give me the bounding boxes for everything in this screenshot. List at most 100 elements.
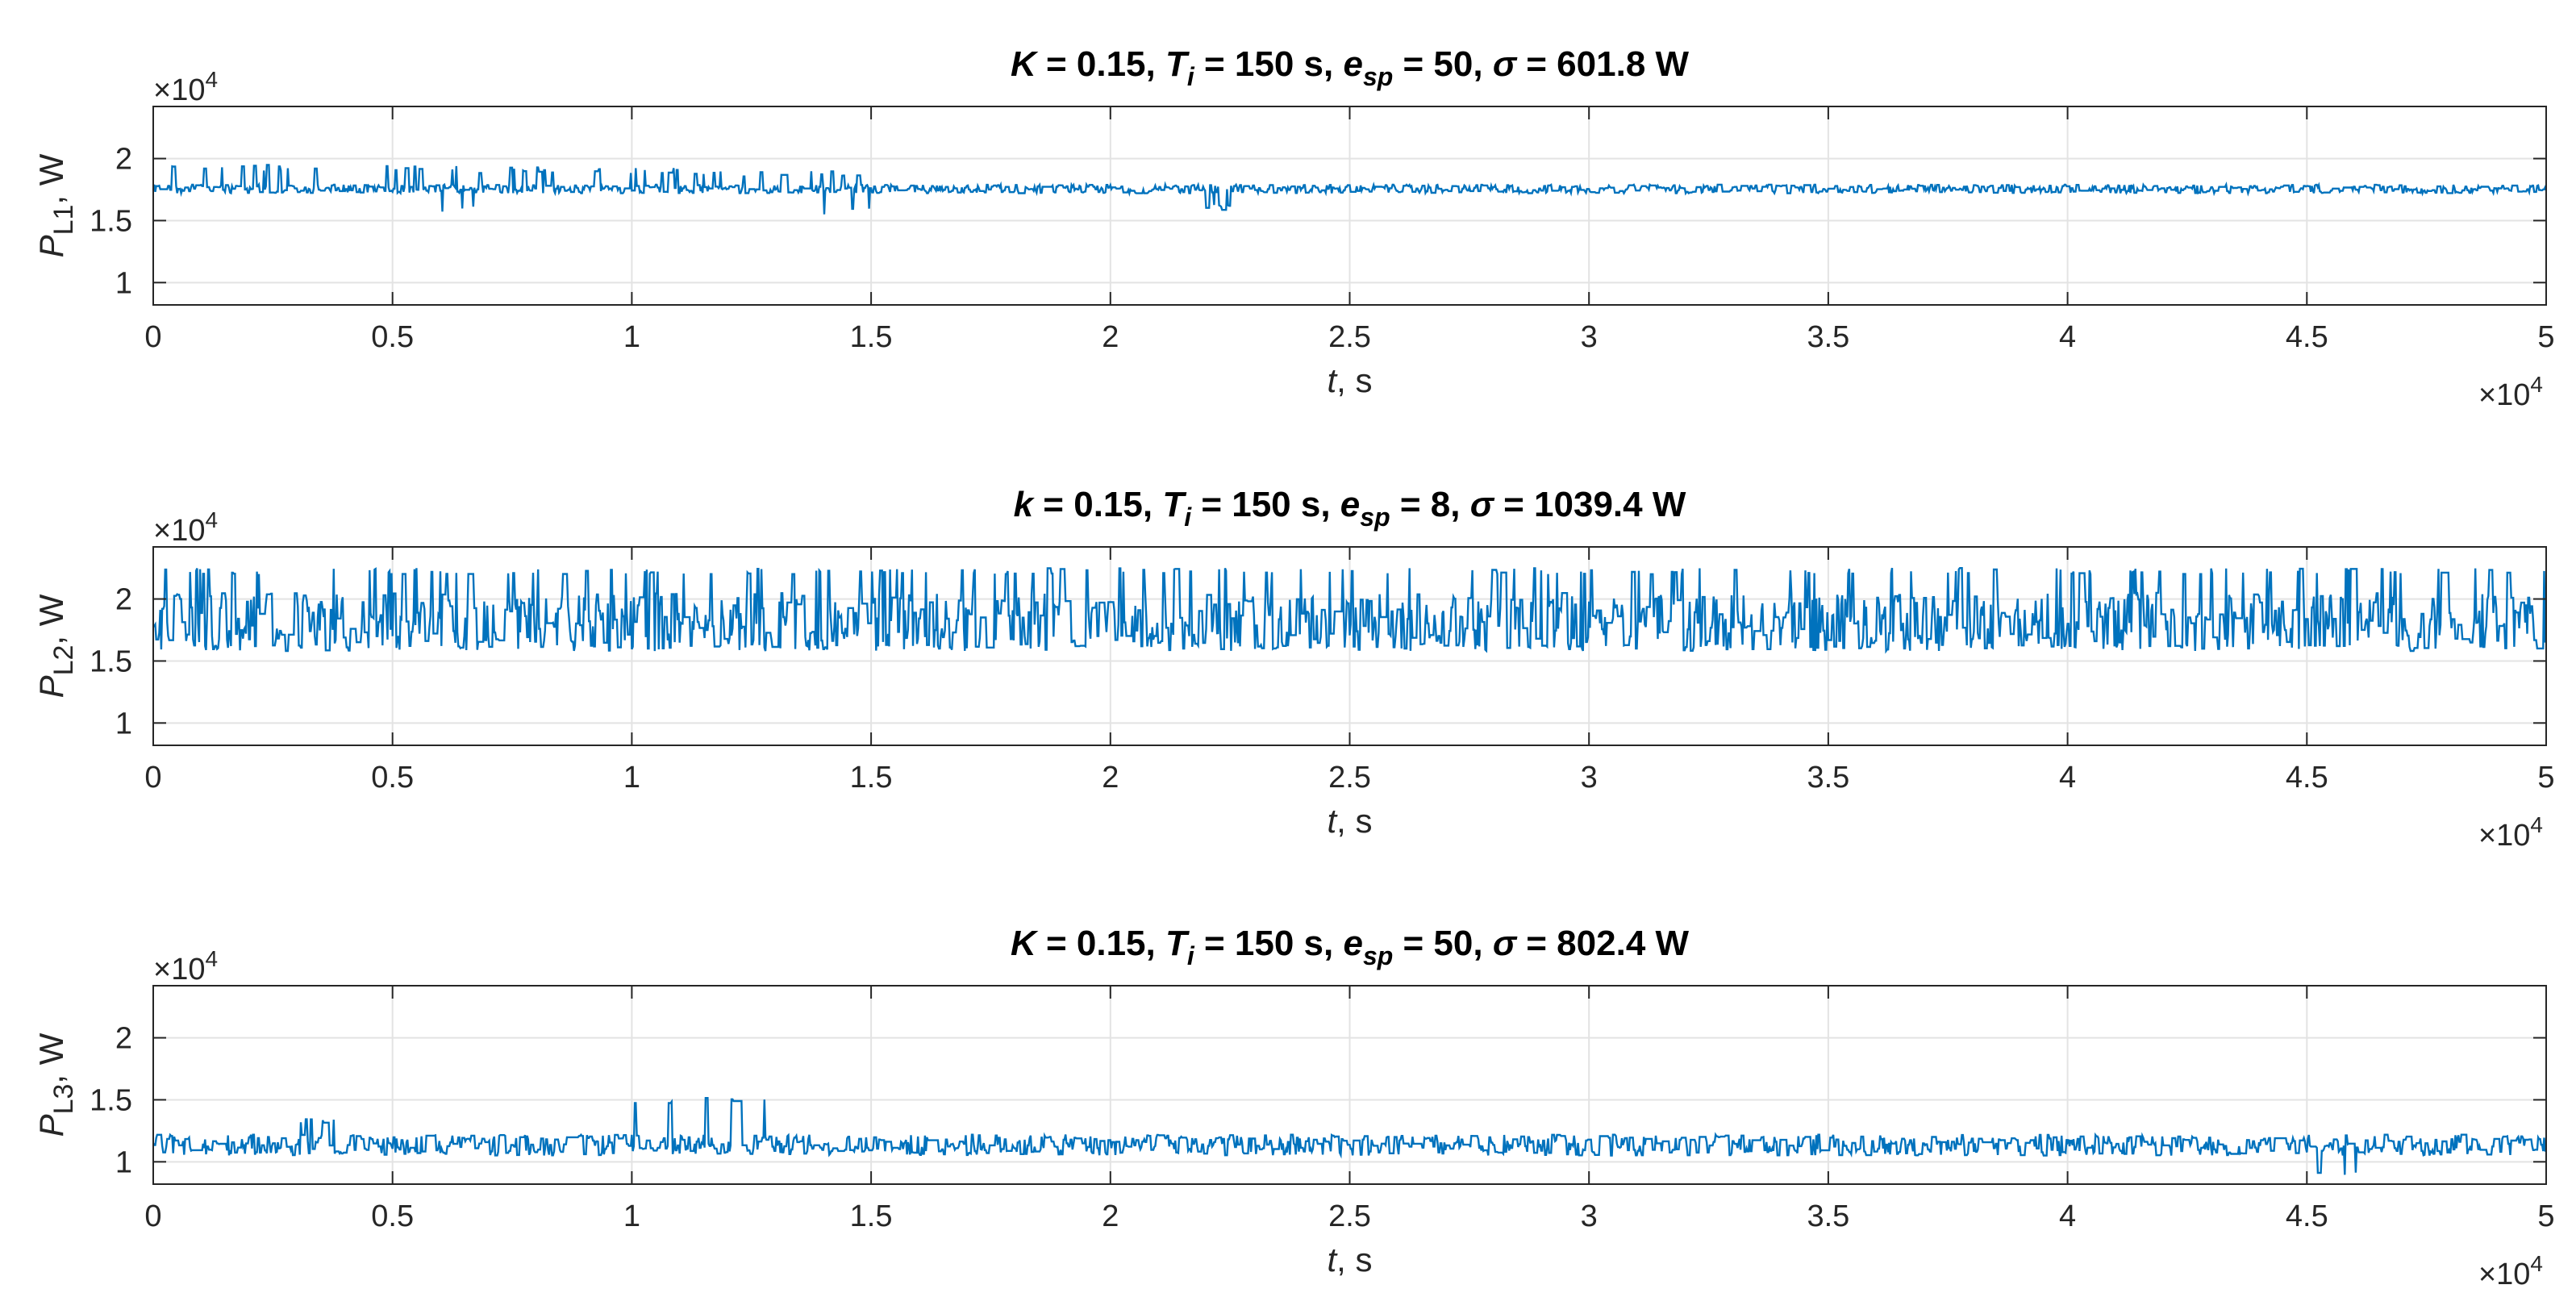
x-label-variable: t — [1327, 361, 1338, 399]
y-tick-label: 1.5 — [90, 1083, 132, 1117]
x-exponent-base: ×10 — [2478, 378, 2530, 412]
x-tick-label-text: 0 — [144, 320, 161, 354]
x-tick-label: 0 — [144, 1199, 161, 1233]
title-gain-value: = 0.15, — [1036, 44, 1165, 84]
y-axis-exponent: ×104 — [153, 67, 218, 107]
title-gain-symbol: K — [1011, 44, 1039, 84]
y-exponent-power: 4 — [205, 507, 218, 532]
x-tick-label: 4.5 — [2286, 761, 2328, 795]
chart-title: K = 0.15, Ti = 150 s, esp = 50, σ = 601.… — [1011, 44, 1690, 91]
x-tick-label: 2 — [1102, 1199, 1119, 1233]
y-label-subscript: L3 — [48, 1084, 79, 1115]
x-axis-exponent: ×104 — [2478, 812, 2543, 853]
x-tick-label-text: 4 — [2059, 320, 2076, 354]
x-tick-label: 1 — [623, 761, 640, 795]
x-tick-label: 4.5 — [2286, 320, 2328, 354]
y-tick-label-text: 1 — [115, 266, 132, 300]
y-exponent-base: ×10 — [153, 73, 205, 107]
title-esp-value: = 8, — [1390, 485, 1470, 524]
x-axis-label: t, s — [1327, 361, 1372, 399]
y-label-variable: P — [32, 675, 70, 698]
x-tick-label-text: 5 — [2537, 761, 2554, 795]
x-tick-label-text: 3 — [1581, 1199, 1598, 1233]
x-label-variable: t — [1327, 1241, 1338, 1279]
x-tick-label: 0 — [144, 761, 161, 795]
x-tick-label: 3 — [1581, 1199, 1598, 1233]
title-gain-value: = 0.15, — [1036, 924, 1165, 963]
y-axis-label: PL3, W — [32, 1032, 79, 1137]
x-tick-label: 3.5 — [1807, 761, 1849, 795]
x-axis-exponent: ×104 — [2478, 372, 2543, 412]
title-gain-value: = 0.15, — [1033, 485, 1162, 524]
title-sigma-value: = 1039.4 W — [1494, 485, 1686, 524]
x-tick-label-text: 2 — [1102, 1199, 1119, 1233]
x-tick-label-text: 3.5 — [1807, 320, 1849, 354]
y-exponent-power: 4 — [205, 946, 218, 971]
x-tick-label: 5 — [2537, 761, 2554, 795]
y-tick-label: 1 — [115, 707, 132, 740]
x-tick-label-text: 1.5 — [850, 320, 893, 354]
y-tick-label: 1 — [115, 266, 132, 300]
title-sigma-symbol: σ — [1493, 44, 1518, 84]
x-tick-label-text: 2 — [1102, 320, 1119, 354]
title-ti-subscript: i — [1184, 503, 1192, 532]
x-exponent-power: 4 — [2530, 372, 2543, 397]
x-tick-label-text: 4.5 — [2286, 1199, 2328, 1233]
title-esp-subscript: sp — [1363, 62, 1393, 91]
x-label-variable: t — [1327, 802, 1338, 840]
title-gain-symbol: K — [1011, 924, 1039, 963]
y-tick-label-text: 1.5 — [90, 644, 132, 678]
x-tick-label-text: 4 — [2059, 1199, 2076, 1233]
x-tick-label-text: 0.5 — [371, 761, 414, 795]
title-esp-value: = 50, — [1393, 924, 1493, 963]
x-tick-label: 3.5 — [1807, 1199, 1849, 1233]
y-tick-label-text: 1.5 — [90, 204, 132, 238]
y-axis-label: PL1, W — [32, 153, 79, 257]
x-tick-label: 1.5 — [850, 1199, 893, 1233]
y-axis-exponent: ×104 — [153, 946, 218, 987]
x-tick-label: 1.5 — [850, 320, 893, 354]
x-label-unit: , s — [1336, 361, 1372, 399]
x-label-unit: , s — [1336, 1241, 1372, 1279]
x-tick-label: 2 — [1102, 761, 1119, 795]
y-tick-label-text: 1.5 — [90, 1083, 132, 1117]
x-tick-label-text: 1.5 — [850, 761, 893, 795]
y-label-subscript: L1 — [48, 205, 79, 236]
title-ti-value: = 150 s, — [1194, 44, 1344, 84]
chart-panel-1: 0 0.5 1 1.5 2 2.5 3 3.5 4 4.5 5 1 1.5 2 K = 0.15, Ti =… — [32, 44, 2555, 412]
title-esp-subscript: sp — [1363, 941, 1393, 970]
chart-panel-2: 0 0.5 1 1.5 2 2.5 3 3.5 4 4.5 5 1 1.5 2 k = 0.15, Ti =… — [32, 485, 2555, 853]
title-esp-symbol: e — [1343, 44, 1362, 84]
title-ti-symbol: T — [1165, 44, 1190, 84]
x-axis-label: t, s — [1327, 1241, 1372, 1279]
x-tick-label: 0.5 — [371, 761, 414, 795]
y-label-variable: P — [32, 1114, 70, 1137]
x-tick-label: 3.5 — [1807, 320, 1849, 354]
title-ti-subscript: i — [1187, 941, 1195, 970]
x-tick-label: 3 — [1581, 320, 1598, 354]
y-tick-label: 2 — [115, 1022, 132, 1056]
x-tick-label-text: 2.5 — [1328, 761, 1371, 795]
x-tick-label-text: 3.5 — [1807, 1199, 1849, 1233]
title-sigma-value: = 802.4 W — [1516, 924, 1689, 963]
x-tick-label-text: 3 — [1581, 761, 1598, 795]
x-tick-label: 2.5 — [1328, 1199, 1371, 1233]
x-tick-label: 0 — [144, 320, 161, 354]
chart-title: K = 0.15, Ti = 150 s, esp = 50, σ = 802.… — [1011, 924, 1690, 970]
title-ti-value: = 150 s, — [1194, 924, 1344, 963]
title-gain-symbol: k — [1014, 485, 1036, 524]
x-tick-label-text: 3 — [1581, 320, 1598, 354]
x-axis-label: t, s — [1327, 802, 1372, 840]
title-sigma-symbol: σ — [1493, 924, 1518, 963]
y-tick-label-text: 1 — [115, 1145, 132, 1179]
y-exponent-base: ×10 — [153, 953, 205, 987]
x-tick-label: 5 — [2537, 320, 2554, 354]
x-exponent-base: ×10 — [2478, 819, 2530, 853]
x-tick-label-text: 0.5 — [371, 320, 414, 354]
x-tick-label-text: 1 — [623, 320, 640, 354]
data-series-line — [152, 1097, 2546, 1175]
title-esp-symbol: e — [1343, 924, 1362, 963]
y-exponent-base: ×10 — [153, 514, 205, 548]
y-axis-label: PL2, W — [32, 594, 79, 698]
